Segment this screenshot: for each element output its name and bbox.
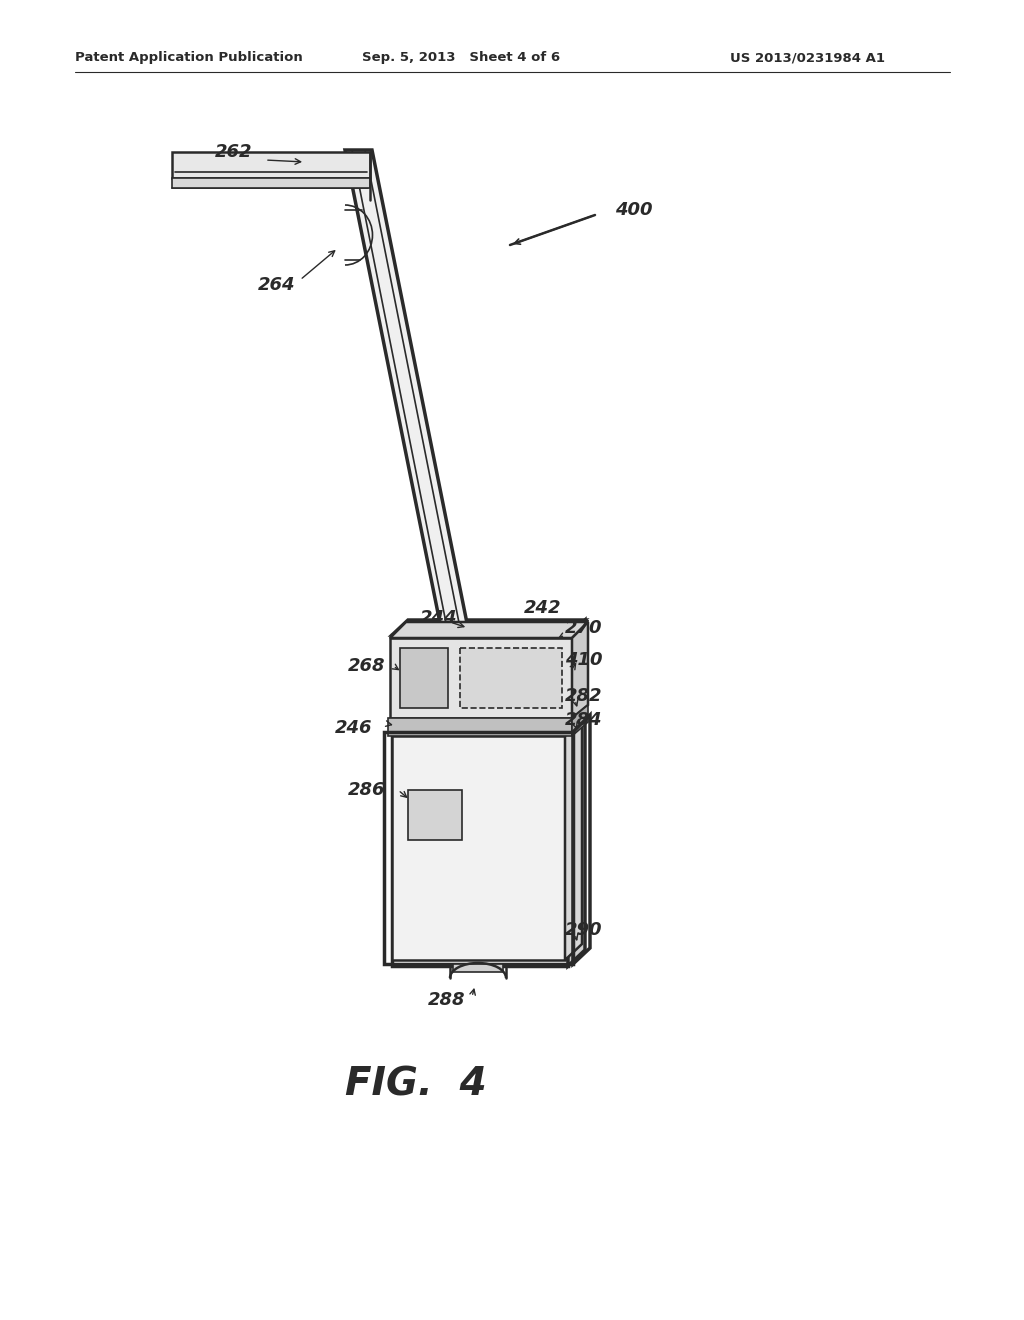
Polygon shape [172,178,370,187]
Text: 262: 262 [215,143,253,161]
Polygon shape [460,648,562,708]
Text: 410: 410 [565,651,602,669]
Text: 284: 284 [565,711,602,729]
Polygon shape [388,718,572,737]
Polygon shape [453,964,503,972]
Polygon shape [572,705,588,737]
Polygon shape [392,737,565,960]
Polygon shape [345,150,476,668]
Text: 290: 290 [565,921,602,939]
Text: 244: 244 [420,609,458,627]
Polygon shape [572,622,588,718]
Text: Sep. 5, 2013   Sheet 4 of 6: Sep. 5, 2013 Sheet 4 of 6 [362,51,560,65]
Polygon shape [400,648,449,708]
Polygon shape [172,152,370,178]
Text: 242: 242 [524,599,561,616]
Text: 282: 282 [565,686,602,705]
Text: FIG.  4: FIG. 4 [345,1067,486,1104]
Text: 400: 400 [615,201,652,219]
Text: 288: 288 [428,991,466,1008]
Polygon shape [390,638,572,718]
Text: Patent Application Publication: Patent Application Publication [75,51,303,65]
Text: 264: 264 [258,276,296,294]
Polygon shape [565,719,582,960]
Polygon shape [568,620,585,966]
Text: 268: 268 [348,657,385,675]
Text: 286: 286 [348,781,385,799]
Polygon shape [392,635,568,966]
Text: 246: 246 [335,719,373,737]
Text: US 2013/0231984 A1: US 2013/0231984 A1 [730,51,885,65]
Polygon shape [408,789,462,840]
Polygon shape [392,620,585,635]
Polygon shape [390,622,588,638]
Text: 270: 270 [565,619,602,638]
